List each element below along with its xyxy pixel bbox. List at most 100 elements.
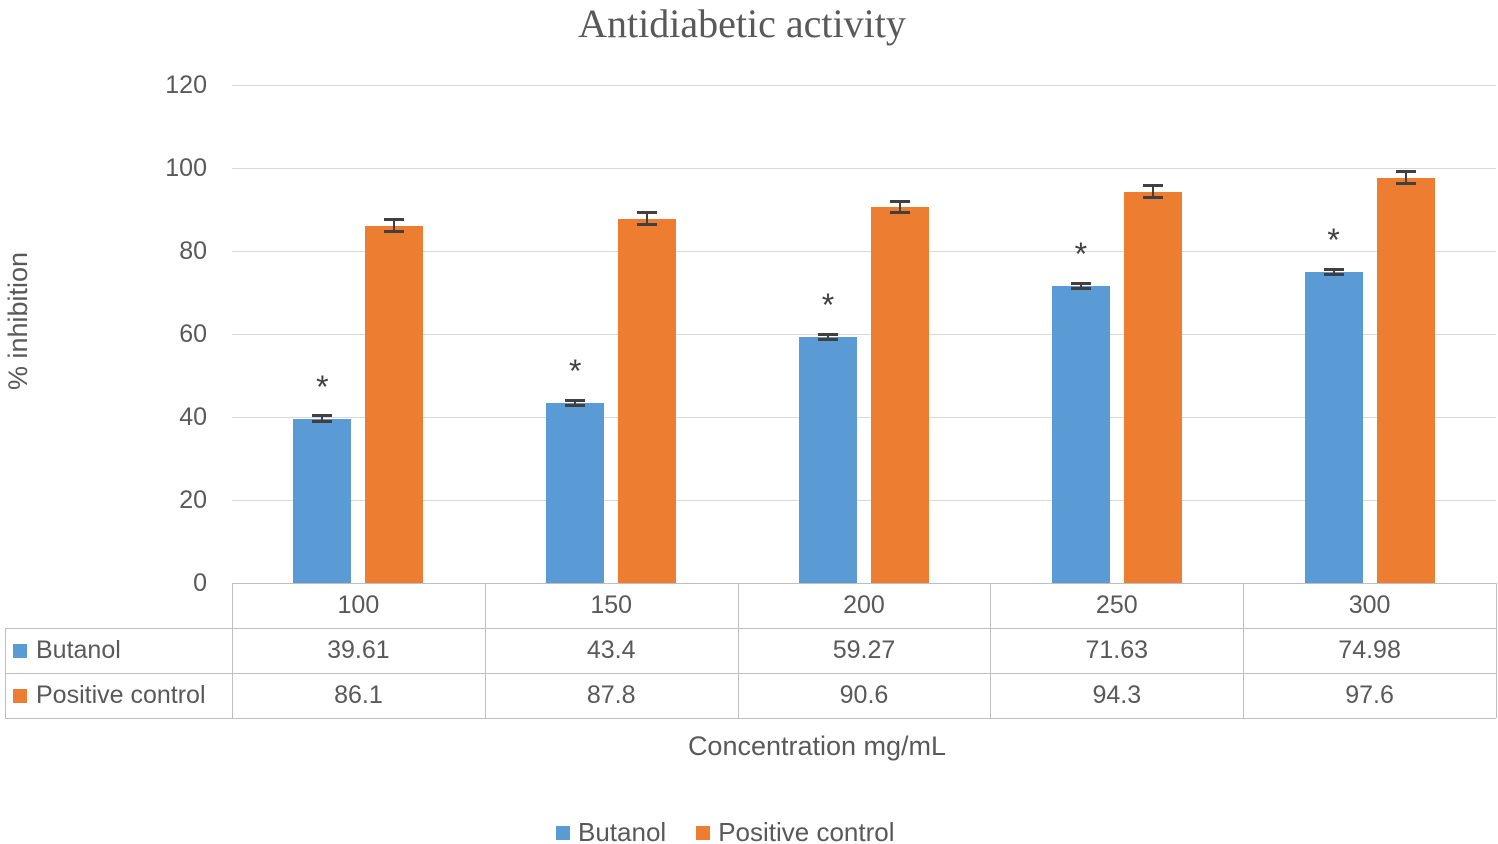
error-bar-cap-top [1142,184,1163,188]
legend-label: Butanol [578,817,667,844]
bar-butanol-300 [1304,271,1363,583]
error-bar [1323,267,1344,276]
y-tick-label: 100 [165,154,207,182]
error-bar [565,398,586,408]
error-bar-cap-bottom [818,338,838,342]
bar-positive-control-250 [1123,191,1182,583]
gridline-120 [232,85,1496,86]
error-bar-cap-bottom [384,230,405,234]
table-border-v [1496,583,1497,718]
error-bar-cap-top [1323,267,1344,271]
y-tick-label: 40 [179,403,207,431]
significance-asterisk: * [1074,235,1088,272]
table-border-h [5,718,1496,719]
table-value-cell: 90.6 [839,681,889,709]
legend-swatch-positive-control [13,688,27,703]
error-bar-stem [321,414,324,423]
table-header-cell: 100 [337,591,380,619]
legend-swatch-butanol [13,643,27,658]
table-value-cell: 97.6 [1345,681,1394,709]
error-bar-stem [1404,170,1407,186]
table-value-cell: 74.98 [1338,636,1401,664]
error-bar [818,332,838,342]
table-border-v [1243,583,1245,718]
error-bar-cap-bottom [1395,182,1416,186]
bar-positive-control-200 [871,207,929,583]
error-bar [312,414,333,423]
legend-swatch-butanol [556,825,570,840]
bar-positive-control-100 [365,225,424,583]
error-bar-stem [1332,267,1335,276]
bar-positive-control-150 [618,218,677,583]
table-border-v [232,583,233,718]
error-bar-cap-bottom [890,211,910,215]
error-bar-cap-top [312,414,333,418]
y-tick-label: 80 [179,237,207,265]
table-value-cell: 43.4 [586,636,636,664]
legend-swatch-positive-control [696,825,711,840]
x-axis-title: Concentration mg/mL [687,731,947,761]
table-header-cell: 200 [843,591,885,619]
gridline-100 [232,168,1496,169]
error-bar-stem [393,218,396,234]
table-value-cell: 71.63 [1085,636,1149,664]
table-border-h [5,628,1496,629]
error-bar-stem [574,398,577,408]
significance-asterisk: * [568,352,582,389]
table-value-cell: 87.8 [586,681,636,709]
table-row-label-text: Positive control [36,681,206,709]
table-header-cell: 150 [590,591,633,619]
bar-positive-control-300 [1376,177,1435,583]
error-bar [1395,170,1416,186]
error-bar [1142,184,1163,200]
y-axis-title: % inhibition [3,251,33,391]
chart-title: Antidiabetic activity [578,1,906,46]
error-bar-cap-top [1070,281,1091,285]
error-bar-cap-bottom [1323,272,1344,276]
error-bar [890,199,910,215]
bar-butanol-100 [293,418,352,583]
gridline-40 [232,417,1496,418]
table-value-cell: 59.27 [832,636,896,664]
error-bar-cap-top [818,332,838,336]
error-bar-cap-bottom [565,404,586,408]
table-border-v [737,583,739,718]
y-tick-label: 120 [165,71,207,99]
significance-asterisk: * [821,287,835,324]
error-bar [637,211,658,227]
error-bar-cap-top [384,218,405,222]
error-bar-cap-bottom [637,223,658,227]
error-bar-cap-top [1395,170,1416,174]
error-bar-cap-top [637,211,658,215]
bar-butanol-250 [1051,285,1110,583]
error-bar-stem [1151,184,1154,200]
table-border-v [990,583,992,718]
table-border-v [484,583,486,718]
y-tick-label: 0 [193,569,207,597]
y-tick-label: 20 [179,486,207,514]
gridline-20 [232,500,1496,501]
table-border-h [232,583,1496,584]
table-value-cell: 86.1 [334,681,383,709]
error-bar-stem [827,332,829,342]
table-border-h [5,673,1496,674]
error-bar-cap-bottom [1070,286,1091,290]
bar-butanol-150 [546,402,605,583]
error-bar-cap-bottom [1142,196,1163,200]
error-bar-stem [899,199,901,215]
significance-asterisk: * [316,368,329,405]
error-bar-cap-top [890,199,910,203]
table-row-label-text: Butanol [36,636,121,664]
table-row-label: Butanol [5,628,232,673]
table-header-cell: 250 [1095,591,1138,619]
legend-item-butanol: Butanol [556,817,666,844]
significance-asterisk: * [1327,221,1340,258]
error-bar [384,218,405,234]
error-bar [1070,281,1091,290]
y-tick-label: 60 [179,320,207,348]
gridline-60 [232,334,1496,335]
gridline-80 [232,251,1496,252]
error-bar-stem [646,211,649,227]
error-bar-stem [1079,281,1082,290]
